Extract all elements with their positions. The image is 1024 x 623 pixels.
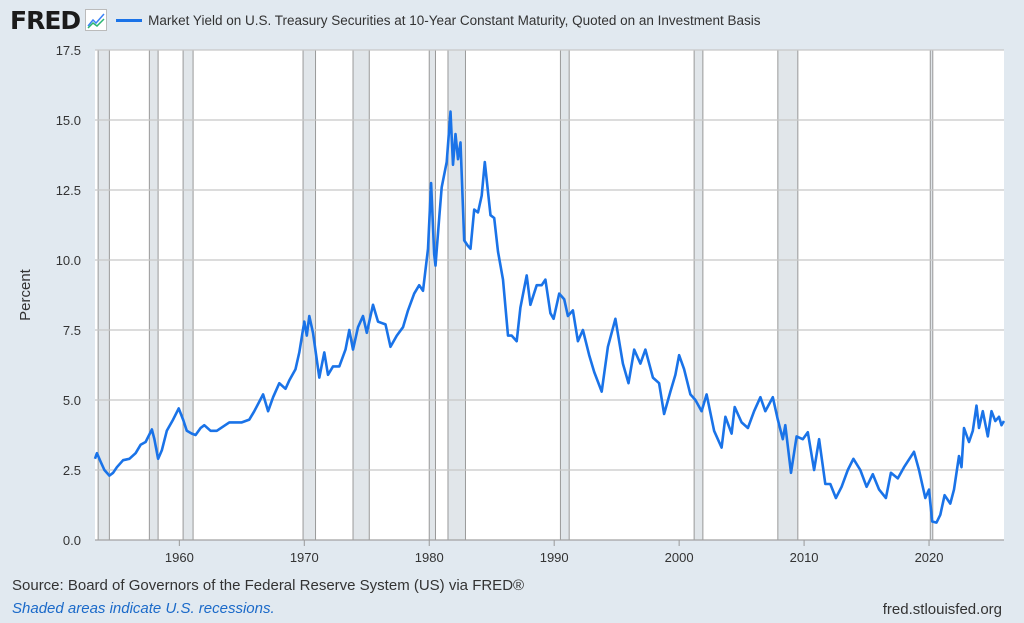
y-tick-label: 10.0 [56,253,81,268]
recession-band [182,49,194,541]
series-line [93,110,1006,524]
legend-swatch [116,18,143,22]
x-tick-label: 1990 [540,550,569,565]
recession-note: Shaded areas indicate U.S. recessions. [12,600,275,617]
x-tick-label: 1970 [290,550,319,565]
y-tick-label: 5.0 [63,393,81,408]
recession-band [352,49,370,541]
y-tick-label: 0.0 [63,533,81,548]
y-axis-label: Percent [17,268,34,321]
chart-header: FRED Market Yield on U.S. Treasury Secur… [10,5,761,35]
series-title[interactable]: Market Yield on U.S. Treasury Securities… [148,12,761,28]
site-link[interactable]: fred.stlouisfed.org [882,601,1002,618]
x-tick-label: 1960 [165,550,194,565]
x-tick-label: 2010 [790,550,819,565]
y-tick-label: 2.5 [63,463,81,478]
y-tick-label: 12.5 [56,183,81,198]
x-tick-label: 1980 [415,550,444,565]
y-tick-label: 7.5 [63,323,81,338]
recession-band [428,49,436,541]
recession-band [148,49,159,541]
recession-band [929,49,934,541]
recession-band [302,49,317,541]
source-text: Source: Board of Governors of the Federa… [12,577,525,594]
x-tick-label: 2000 [665,550,694,565]
x-tick-label: 2020 [915,550,944,565]
recession-band [777,49,799,541]
fred-logo[interactable]: FRED [10,5,81,35]
line-chart-icon [85,9,108,31]
recession-band [693,49,704,541]
y-tick-label: 17.5 [56,43,81,58]
plot-area [95,50,1004,540]
y-tick-label: 15.0 [56,113,81,128]
